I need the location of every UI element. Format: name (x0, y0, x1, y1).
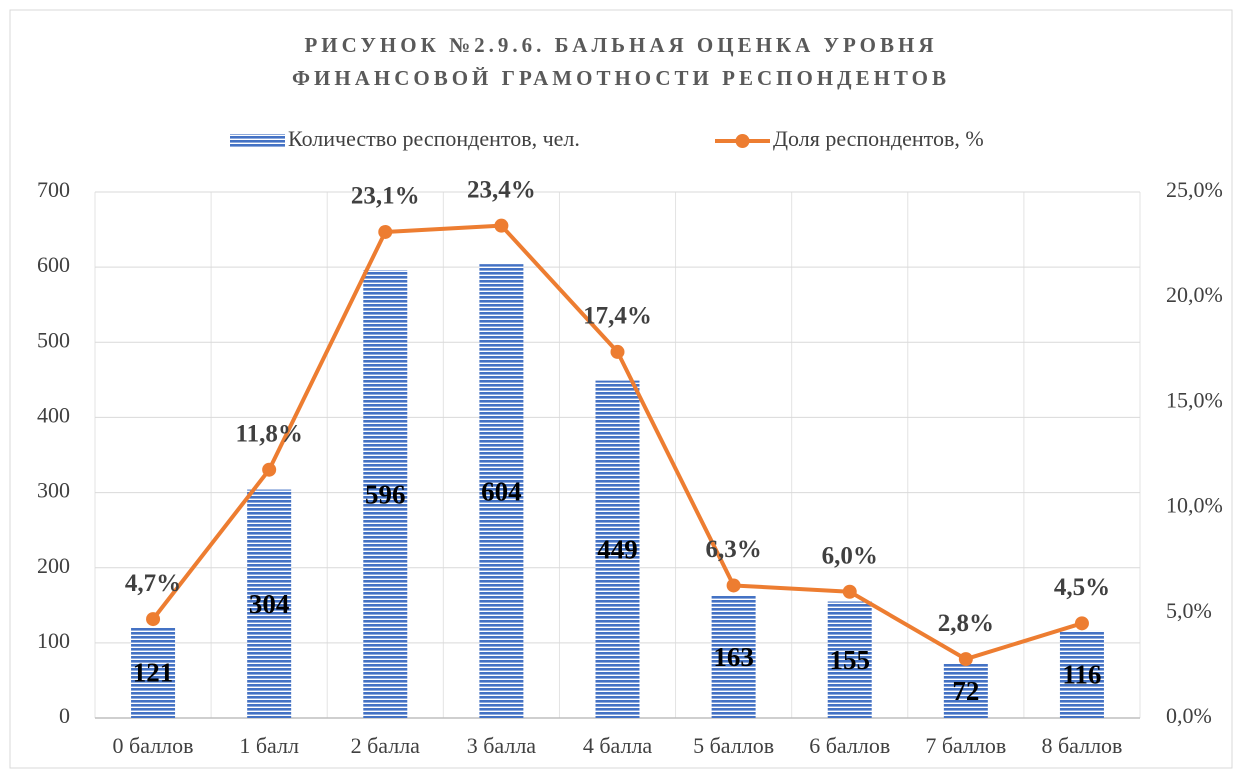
x-tick-label: 6 баллов (809, 733, 890, 758)
legend-label: Количество респондентов, чел. (288, 126, 580, 151)
bar-label: 155 (829, 645, 870, 675)
bar-label: 116 (1062, 660, 1101, 690)
bar (711, 595, 756, 718)
bar (479, 264, 524, 718)
point-label: 4,7% (125, 570, 181, 597)
point-label: 23,1% (351, 183, 420, 210)
y-tick-label: 200 (37, 553, 70, 578)
x-tick-label: 2 балла (351, 733, 421, 758)
y-tick-label: 100 (37, 628, 70, 653)
bar-label: 604 (481, 476, 522, 506)
line-point (610, 344, 625, 359)
y-tick-label: 600 (37, 252, 70, 277)
legend-swatch (230, 134, 285, 148)
point-label: 23,4% (467, 176, 536, 203)
y-tick-label: 400 (37, 402, 70, 427)
point-label: 11,8% (235, 420, 302, 447)
x-tick-label: 8 баллов (1041, 733, 1122, 758)
x-tick-label: 0 баллов (113, 733, 194, 758)
chart-title: РИСУНОК №2.9.6. БАЛЬНАЯ ОЦЕНКА УРОВНЯ (304, 33, 937, 57)
line-point (1074, 616, 1089, 631)
x-tick-label: 3 балла (467, 733, 537, 758)
x-tick-label: 5 баллов (693, 733, 774, 758)
bar (595, 380, 640, 718)
y2-tick-label: 10,0% (1166, 493, 1223, 518)
point-label: 6,0% (822, 542, 878, 569)
y-tick-label: 700 (37, 177, 70, 202)
point-label: 6,3% (705, 536, 761, 563)
line-point (378, 224, 393, 239)
y2-tick-label: 5,0% (1166, 598, 1212, 623)
bar-label: 596 (365, 479, 406, 509)
bar (827, 601, 872, 718)
point-label: 17,4% (583, 303, 652, 330)
y2-tick-label: 25,0% (1166, 177, 1223, 202)
chart-title: ФИНАНСОВОЙ ГРАМОТНОСТИ РЕСПОНДЕНТОВ (292, 66, 950, 90)
line-point (726, 578, 741, 593)
legend-marker (735, 134, 750, 148)
y-tick-label: 500 (37, 327, 70, 352)
point-label: 2,8% (938, 610, 994, 637)
x-tick-label: 7 баллов (925, 733, 1006, 758)
y-tick-label: 300 (37, 478, 70, 503)
line-point (494, 218, 509, 233)
bar-label: 163 (713, 642, 754, 672)
legend-label: Доля респондентов, % (773, 126, 984, 151)
y2-tick-label: 0,0% (1166, 703, 1212, 728)
bar-label: 304 (249, 589, 290, 619)
line-point (262, 462, 277, 477)
point-label: 4,5% (1054, 574, 1110, 601)
line-point (958, 652, 973, 667)
x-tick-label: 1 балл (239, 733, 299, 758)
line-point (146, 612, 161, 627)
bar (943, 663, 988, 718)
bar-label: 449 (597, 535, 638, 565)
bar (131, 627, 176, 718)
line-point (842, 584, 857, 599)
bar (363, 270, 408, 718)
bar (247, 489, 292, 718)
y-tick-label: 0 (59, 703, 70, 728)
y2-tick-label: 15,0% (1166, 387, 1223, 412)
bar-label: 72 (952, 676, 979, 706)
x-tick-label: 4 балла (583, 733, 653, 758)
bar (1059, 630, 1104, 718)
bar-label: 121 (133, 658, 174, 688)
y2-tick-label: 20,0% (1166, 282, 1223, 307)
